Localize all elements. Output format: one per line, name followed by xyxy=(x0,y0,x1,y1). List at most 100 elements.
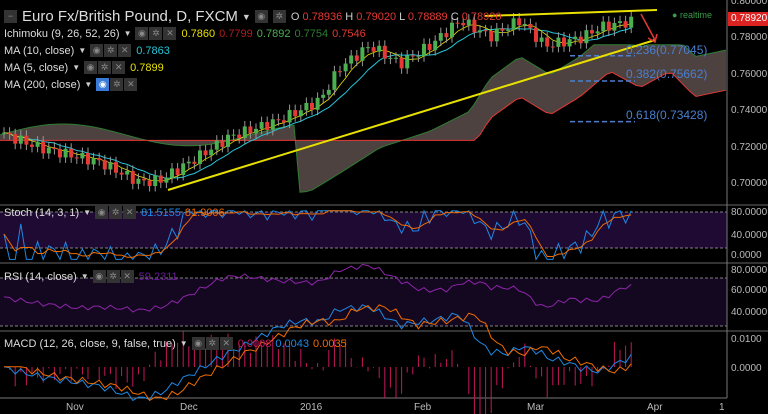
candle xyxy=(483,30,488,32)
open-label: O xyxy=(290,10,300,23)
candle xyxy=(343,63,348,72)
stoch-axis-label: 40.0000 xyxy=(731,230,768,241)
time-axis-label: 1 xyxy=(719,402,725,413)
candle xyxy=(35,141,40,147)
ma200-legend: MA (200, close) ▼ ◉ ✲ ✕ xyxy=(4,78,138,91)
candle xyxy=(534,27,538,42)
rsi-label[interactable]: RSI (14, close) xyxy=(4,270,77,283)
gear-icon[interactable]: ✲ xyxy=(272,10,286,23)
rsi-axis-label: 80.0000 xyxy=(731,265,768,276)
realtime-dot-icon: ● xyxy=(672,10,678,20)
gear-icon[interactable]: ✲ xyxy=(106,270,120,283)
chevron-down-icon[interactable]: ▼ xyxy=(83,208,92,217)
gear-icon[interactable]: ✲ xyxy=(205,337,219,350)
stoch-axis-label: 80.0000 xyxy=(731,207,768,218)
candle xyxy=(405,55,410,69)
collapse-icon[interactable]: − xyxy=(4,10,17,23)
ichimoku-legend: Ichimoku (9, 26, 52, 26) ▼ ◉ ✲ ✕ 0.7860 0.779… xyxy=(4,27,366,40)
candle xyxy=(226,134,230,147)
close-label: C xyxy=(450,10,459,23)
candle xyxy=(276,119,281,121)
candle xyxy=(511,18,516,30)
candle xyxy=(494,28,499,42)
ichimoku-span-a xyxy=(0,44,727,193)
candle xyxy=(612,22,617,31)
eye-icon[interactable]: ◉ xyxy=(135,27,149,40)
price-axis-label: 0.74000 xyxy=(731,105,768,117)
eye-icon[interactable]: ◉ xyxy=(92,270,106,283)
close-icon[interactable]: ✕ xyxy=(219,337,233,350)
close-icon[interactable]: ✕ xyxy=(123,206,137,219)
candle xyxy=(377,45,382,52)
candle xyxy=(13,134,18,144)
ma5-value: 0.7899 xyxy=(130,61,164,74)
price-axis-label: 0.78000 xyxy=(731,32,768,44)
chevron-down-icon[interactable]: ▼ xyxy=(123,29,132,38)
rsi-band xyxy=(0,278,727,326)
chevron-down-icon[interactable]: ▼ xyxy=(72,63,81,72)
fib-level-label: 0.236(0.77045) xyxy=(626,43,708,57)
candle xyxy=(522,23,527,26)
chevron-down-icon[interactable]: ▼ xyxy=(78,46,87,55)
symbol-title[interactable]: Euro Fx/British Pound, D, FXCM xyxy=(22,8,238,25)
stoch-label[interactable]: Stoch (14, 3, 1) xyxy=(4,206,80,219)
ma10-label[interactable]: MA (10, close) xyxy=(4,44,75,57)
close-icon[interactable]: ✕ xyxy=(112,61,126,74)
gear-icon[interactable]: ✲ xyxy=(98,61,112,74)
candle xyxy=(623,21,628,28)
eye-icon[interactable]: ◉ xyxy=(191,337,205,350)
candle xyxy=(455,22,460,24)
close-icon[interactable]: ✕ xyxy=(124,78,138,91)
candle xyxy=(444,33,449,38)
candle xyxy=(46,147,51,154)
symbol-legend: − Euro Fx/British Pound, D, FXCM ▼ ◉ ✲ O 0… xyxy=(4,8,502,25)
candle xyxy=(466,19,471,26)
macd-line xyxy=(3,304,632,402)
candle xyxy=(214,140,219,150)
close-icon[interactable]: ✕ xyxy=(120,270,134,283)
candle xyxy=(332,71,337,90)
ma5-label[interactable]: MA (5, close) xyxy=(4,61,69,74)
candle xyxy=(69,148,74,158)
candle xyxy=(237,134,242,139)
candle xyxy=(338,71,342,73)
gear-icon[interactable]: ✲ xyxy=(109,206,123,219)
realtime-status: ● realtime xyxy=(672,10,712,20)
chevron-down-icon[interactable]: ▼ xyxy=(179,339,188,348)
candle xyxy=(181,163,186,176)
candle xyxy=(186,161,191,164)
eye-icon[interactable]: ◉ xyxy=(95,206,109,219)
eye-icon[interactable]: ◉ xyxy=(254,10,268,23)
ma200-label[interactable]: MA (200, close) xyxy=(4,78,81,91)
gear-icon[interactable]: ✲ xyxy=(104,44,118,57)
candle xyxy=(573,36,578,40)
candle xyxy=(80,152,85,159)
eye-icon[interactable]: ◉ xyxy=(96,78,110,91)
ichimoku-span-b xyxy=(0,71,727,141)
chevron-down-icon[interactable]: ▼ xyxy=(241,11,251,22)
stoch-k-line xyxy=(3,209,632,261)
candle xyxy=(304,102,309,111)
eye-icon[interactable]: ◉ xyxy=(90,44,104,57)
candle xyxy=(254,128,258,134)
low-label: L xyxy=(399,10,405,23)
candle xyxy=(382,45,387,59)
close-icon[interactable]: ✕ xyxy=(118,44,132,57)
macd-label[interactable]: MACD (12, 26, close, 9, false, true) xyxy=(4,337,176,350)
ichimoku-label[interactable]: Ichimoku (9, 26, 52, 26) xyxy=(4,27,120,40)
time-axis-label: Feb xyxy=(414,402,432,413)
time-axis-label: Dec xyxy=(180,402,198,413)
candle xyxy=(282,120,286,123)
price-axis-label: 0.70000 xyxy=(731,178,768,189)
close-icon[interactable]: ✕ xyxy=(163,27,177,40)
candle xyxy=(242,126,247,139)
candle xyxy=(489,30,494,42)
gear-icon[interactable]: ✲ xyxy=(149,27,163,40)
eye-icon[interactable]: ◉ xyxy=(84,61,98,74)
candle xyxy=(578,36,583,44)
open-value: 0.78936 xyxy=(302,10,343,23)
chevron-down-icon[interactable]: ▼ xyxy=(80,272,89,281)
gear-icon[interactable]: ✲ xyxy=(110,78,124,91)
chevron-down-icon[interactable]: ▼ xyxy=(84,80,93,89)
